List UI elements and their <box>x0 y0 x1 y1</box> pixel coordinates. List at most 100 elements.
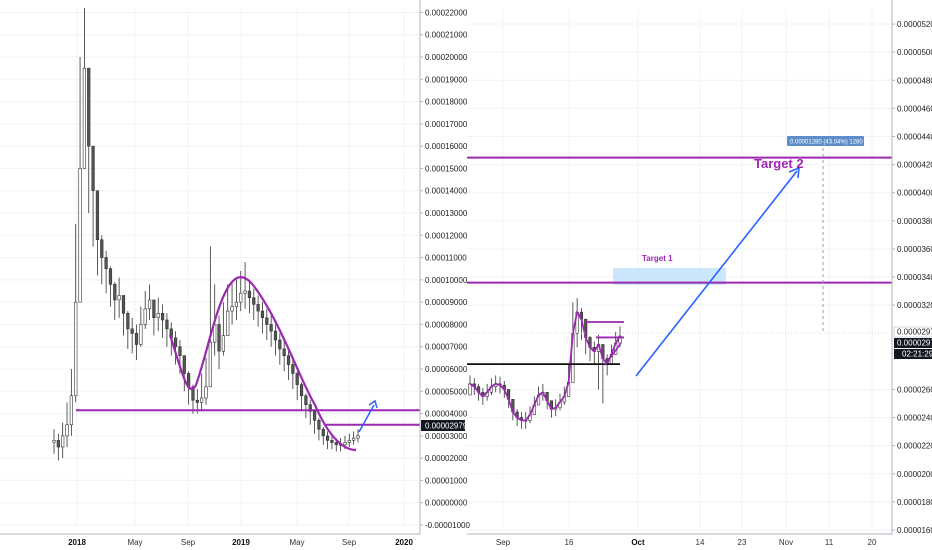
left-candle-body <box>56 440 60 448</box>
left-candle-body <box>87 67 91 147</box>
left-y-tick-label: 0.00008000 <box>425 320 468 329</box>
left-candle-body <box>260 310 265 319</box>
left-candle-body <box>265 317 269 325</box>
left-candle-body <box>126 312 130 330</box>
left-x-tick-label: 2019 <box>232 538 250 547</box>
right-x-tick-label: 23 <box>738 538 747 547</box>
left-y-tick-label: 0.00018000 <box>425 98 468 107</box>
left-y-tick-label: 0.00002000 <box>425 454 468 463</box>
right-annotations <box>467 156 892 422</box>
left-annotations <box>76 276 420 452</box>
left-candle-body <box>108 268 113 285</box>
measure-label: 0.00001280 (43.04%) 1280 <box>790 140 863 146</box>
right-x-tick-label: 20 <box>868 538 877 547</box>
left-x-tick-label: Sep <box>342 538 357 547</box>
left-candle-body <box>308 404 312 412</box>
right-countdown: 02:21:29 <box>902 350 932 359</box>
left-candle-body <box>239 292 243 303</box>
right-y-tick-label: 0.00004000 <box>897 189 932 198</box>
projection-arrow-line <box>358 404 375 433</box>
left-x-tick-label: May <box>127 538 142 547</box>
left-grid <box>0 8 420 526</box>
right-y-tick-label: 0.00002000 <box>897 470 932 479</box>
right-y-tick-label: 0.00001800 <box>897 498 932 507</box>
left-candle-body <box>204 386 208 399</box>
right-price-axis[interactable]: 0.00005200 0.00005000 0.00004800 0.00004600… <box>892 20 932 535</box>
left-y-tick-label: 0.00007000 <box>425 343 468 352</box>
right-x-tick-label: Oct <box>631 538 645 547</box>
right-y-tick-label: 0.00003600 <box>897 245 932 254</box>
left-candle-body <box>160 312 165 321</box>
right-y-tick-label: 0.00004200 <box>897 161 932 170</box>
left-candle-body <box>347 440 351 443</box>
left-x-tick-label: Sep <box>181 538 196 547</box>
right-y-tick-label: 0.00001600 <box>897 526 932 535</box>
right-y-tick-label: 0.00003400 <box>897 273 932 282</box>
right-x-tick-label: 16 <box>565 538 574 547</box>
left-last-price-label: 0.00002979 <box>425 422 468 431</box>
left-candle-body <box>234 301 239 307</box>
left-y-tick-label: 0.00022000 <box>425 8 468 17</box>
left-x-tick-label: May <box>289 538 304 547</box>
right-y-tick-label: 0.00004400 <box>897 132 932 141</box>
left-candle-body <box>178 346 182 356</box>
target1-label: Target 1 <box>642 254 673 263</box>
left-candle-body <box>295 373 299 385</box>
left-candle-body <box>299 384 304 397</box>
left-candle-body <box>278 339 282 350</box>
left-y-tick-label: 0.00000000 <box>425 499 468 508</box>
right-time-axis[interactable]: Sep 16 Oct 14 23 Nov 11 20 <box>496 538 877 547</box>
left-candle-body <box>330 440 334 443</box>
left-candle-body <box>208 341 212 388</box>
target-arrow-head <box>788 166 800 179</box>
right-y-tick-label: 0.00005200 <box>897 20 932 29</box>
right-y-tick-label: 0.00002600 <box>897 385 932 394</box>
left-candle-body <box>134 333 139 345</box>
left-candle-body <box>165 319 169 330</box>
right-x-tick-label: Sep <box>496 538 511 547</box>
left-x-tick-label: 2020 <box>395 538 413 547</box>
left-candle-body <box>321 428 325 437</box>
left-candle-body <box>82 67 87 169</box>
left-candle-body <box>156 312 160 319</box>
left-candle-body <box>343 442 347 446</box>
left-time-axis[interactable]: 2018 May Sep 2019 May Sep 2020 <box>68 538 413 547</box>
left-candle-body <box>226 310 230 336</box>
left-candle-body <box>304 395 308 405</box>
left-candle-body <box>286 355 291 365</box>
right-y-tick-label: 0.00004600 <box>897 104 932 113</box>
left-y-tick-label: 0.00010000 <box>425 276 468 285</box>
right-y-tick-label: 0.00003800 <box>897 217 932 226</box>
left-candle-body <box>139 324 143 345</box>
left-candle-body <box>200 397 204 403</box>
left-candle-body <box>143 308 147 325</box>
right-y-tick-label: 0.00004800 <box>897 76 932 85</box>
left-candle-body <box>121 295 126 314</box>
right-y-tick-label: 0.00005000 <box>897 48 932 57</box>
left-candle-body <box>152 299 156 319</box>
measure-label-bg <box>787 136 864 146</box>
left-candle-body <box>95 190 100 241</box>
right-price-tag-2-bg <box>894 338 932 348</box>
left-y-tick-label: 0.00021000 <box>425 31 468 40</box>
left-chart-panel[interactable]: 0.00022000 0.00021000 0.00020000 0.00019000… <box>0 0 470 547</box>
left-y-tick-label: 0.00015000 <box>425 164 468 173</box>
left-candle-body <box>173 337 178 348</box>
left-y-tick-label: 0.00017000 <box>425 120 468 129</box>
right-y-tick-label: 0.00002200 <box>897 442 932 451</box>
left-candle-body <box>217 324 221 352</box>
right-price-tag-1-bg <box>893 326 932 338</box>
left-candle-body <box>104 257 108 270</box>
left-y-tick-label: 0.00005000 <box>425 387 468 396</box>
left-price-axis[interactable]: 0.00022000 0.00021000 0.00020000 0.00019000… <box>420 8 470 530</box>
left-candle-body <box>78 168 82 303</box>
left-candle-body <box>61 435 65 448</box>
left-candle-body <box>117 295 121 301</box>
right-grid <box>467 10 892 531</box>
left-y-tick-label: 0.00001000 <box>425 476 468 485</box>
left-y-tick-label: 0.00006000 <box>425 365 468 374</box>
left-candle-body <box>312 411 317 421</box>
right-chart-panel[interactable]: Target 1 Target 2 0.00001280 (43.04%) 12… <box>467 0 932 547</box>
left-y-tick-label: 0.00012000 <box>425 231 468 240</box>
